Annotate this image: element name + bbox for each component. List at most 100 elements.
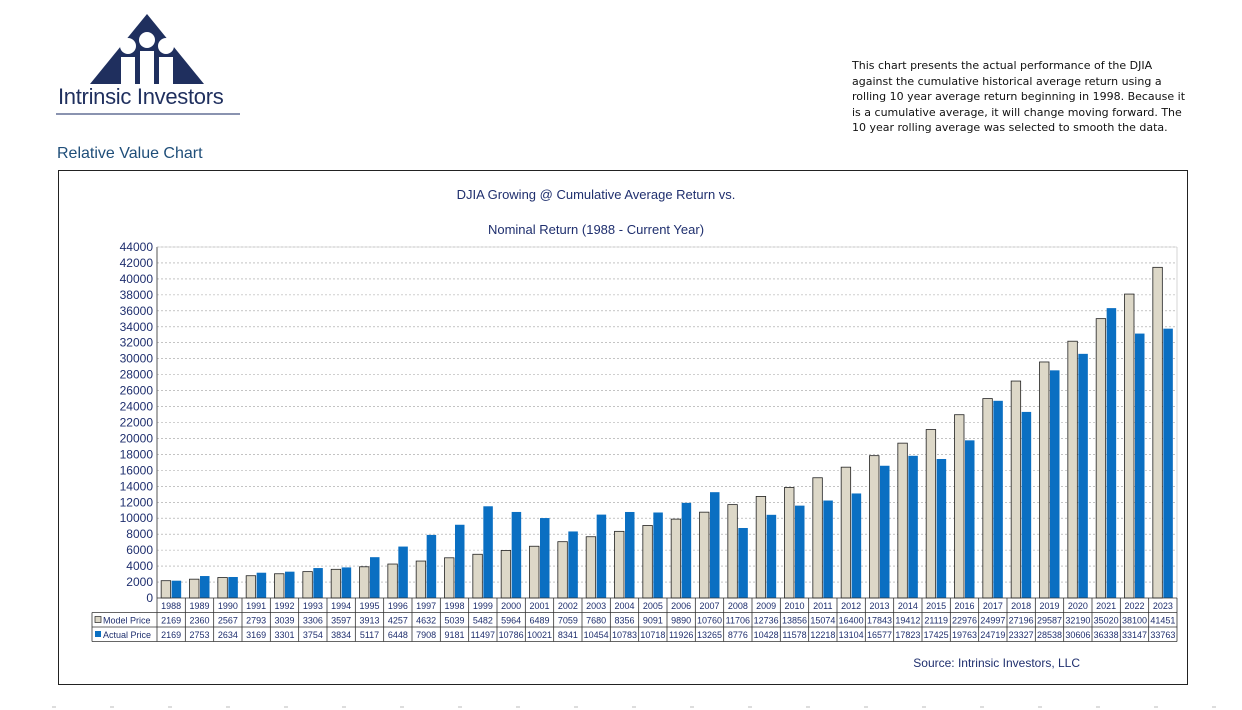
bar-actual-price [908,455,918,598]
x-tick-label: 2005 [643,601,663,611]
y-tick-label: 6000 [126,543,153,557]
x-tick-label: 2002 [558,601,578,611]
x-tick-label: 1992 [274,601,294,611]
x-tick-label: 2023 [1153,601,1173,611]
bar-model-price [1152,266,1163,599]
bar-model-price [472,553,483,599]
data-label-model-price: 9091 [643,616,663,626]
bar-actual-price [370,557,380,598]
x-tick-label: 1991 [246,601,266,611]
gridlines [157,246,1177,583]
data-label-actual-price: 12218 [810,630,835,640]
bar-model-price [1095,318,1107,599]
y-tick-label: 38000 [120,288,154,302]
data-label-model-price: 4632 [416,616,436,626]
x-tick-label: 2008 [728,601,748,611]
bar-model-price [302,571,313,599]
data-label-actual-price: 10783 [612,630,637,640]
x-tick-label: 2011 [813,601,832,611]
x-tick-label: 1997 [416,601,436,611]
bar-actual-price [596,514,607,598]
bar-model-price [415,560,427,599]
data-label-model-price: 7059 [558,616,578,626]
legend-key-actual-price [95,631,101,637]
bar-actual-price [625,511,635,598]
chart-subtitle: Nominal Return (1988 - Current Year) [488,222,704,237]
y-tick-label: 40000 [120,272,154,286]
y-tick-label: 18000 [120,447,154,461]
data-label-actual-price: 17823 [895,630,920,640]
y-tick-label: 0 [146,591,153,605]
x-tick-label: 2020 [1068,601,1088,611]
bar-model-price [925,429,937,599]
legend-label-model-price: Model Price [103,616,151,626]
x-tick-label: 2010 [784,601,804,611]
bar-actual-price [766,514,777,598]
data-label-model-price: 9890 [671,616,691,626]
x-tick-label: 2003 [586,601,606,611]
data-label-actual-price: 2753 [189,630,209,640]
bar-actual-price [710,492,720,598]
axes [156,246,1178,598]
data-label-model-price: 2567 [218,616,238,626]
bar-actual-price [540,518,550,598]
y-tick-label: 20000 [120,431,154,445]
data-label-actual-price: 10021 [527,630,552,640]
x-tick-label: 2004 [614,601,634,611]
data-label-actual-price: 2634 [218,630,238,640]
y-tick-label: 8000 [126,527,153,541]
bar-actual-price [936,458,947,598]
x-tick-label: 2001 [529,601,549,611]
data-label-actual-price: 10428 [754,630,779,640]
bar-model-price [217,577,228,599]
x-tick-label: 1994 [331,601,351,611]
bar-actual-price [851,493,862,598]
data-label-model-price: 3913 [359,616,379,626]
x-tick-label: 1995 [359,601,379,611]
bar-actual-price [426,534,437,598]
y-tick-label: 34000 [120,320,154,334]
y-tick-label: 26000 [120,384,154,398]
y-tick-label: 44000 [120,240,154,254]
data-label-actual-price: 8776 [728,630,748,640]
bar-model-price [670,518,682,599]
data-label-actual-price: 8341 [558,630,578,640]
y-tick-label: 24000 [120,400,154,414]
y-tick-label: 12000 [120,495,154,509]
relative-value-chart: DJIA Growing @ Cumulative Average Return… [91,187,1178,670]
bar-model-price [840,466,852,599]
x-tick-label: 2019 [1039,601,1059,611]
data-label-actual-price: 3301 [274,630,294,640]
data-label-actual-price: 10718 [640,630,665,640]
bar-model-price [897,442,908,599]
source-note: Source: Intrinsic Investors, LLC [913,656,1080,670]
bar-actual-price [483,506,493,598]
bar-actual-price [200,576,210,598]
bar-actual-price [568,531,578,598]
company-logo [90,14,204,84]
bar-model-price [727,504,738,599]
bar-actual-price [795,505,805,598]
data-label-actual-price: 3169 [246,630,266,640]
bar-model-price [1039,361,1050,599]
bar-actual-price [511,511,522,598]
bar-actual-price [398,546,408,598]
data-label-model-price: 3306 [303,616,323,626]
bar-actual-price [228,576,238,598]
bar-actual-price [1135,333,1145,598]
data-label-model-price: 12736 [754,616,779,626]
bar-actual-price [341,567,352,598]
legend-key-model-price [94,616,102,623]
data-label-actual-price: 11497 [471,630,495,640]
data-label-model-price: 16400 [839,616,864,626]
data-label-actual-price: 16577 [867,630,892,640]
footer-divider [52,706,1216,708]
data-label-model-price: 41451 [1150,616,1175,626]
data-label-actual-price: 9181 [444,630,464,640]
x-tick-label: 1989 [189,601,209,611]
data-label-actual-price: 10454 [584,630,609,640]
data-label-actual-price: 24719 [980,630,1005,640]
data-label-model-price: 22976 [952,616,977,626]
bar-model-price [500,550,512,599]
bar-model-price [642,525,653,599]
